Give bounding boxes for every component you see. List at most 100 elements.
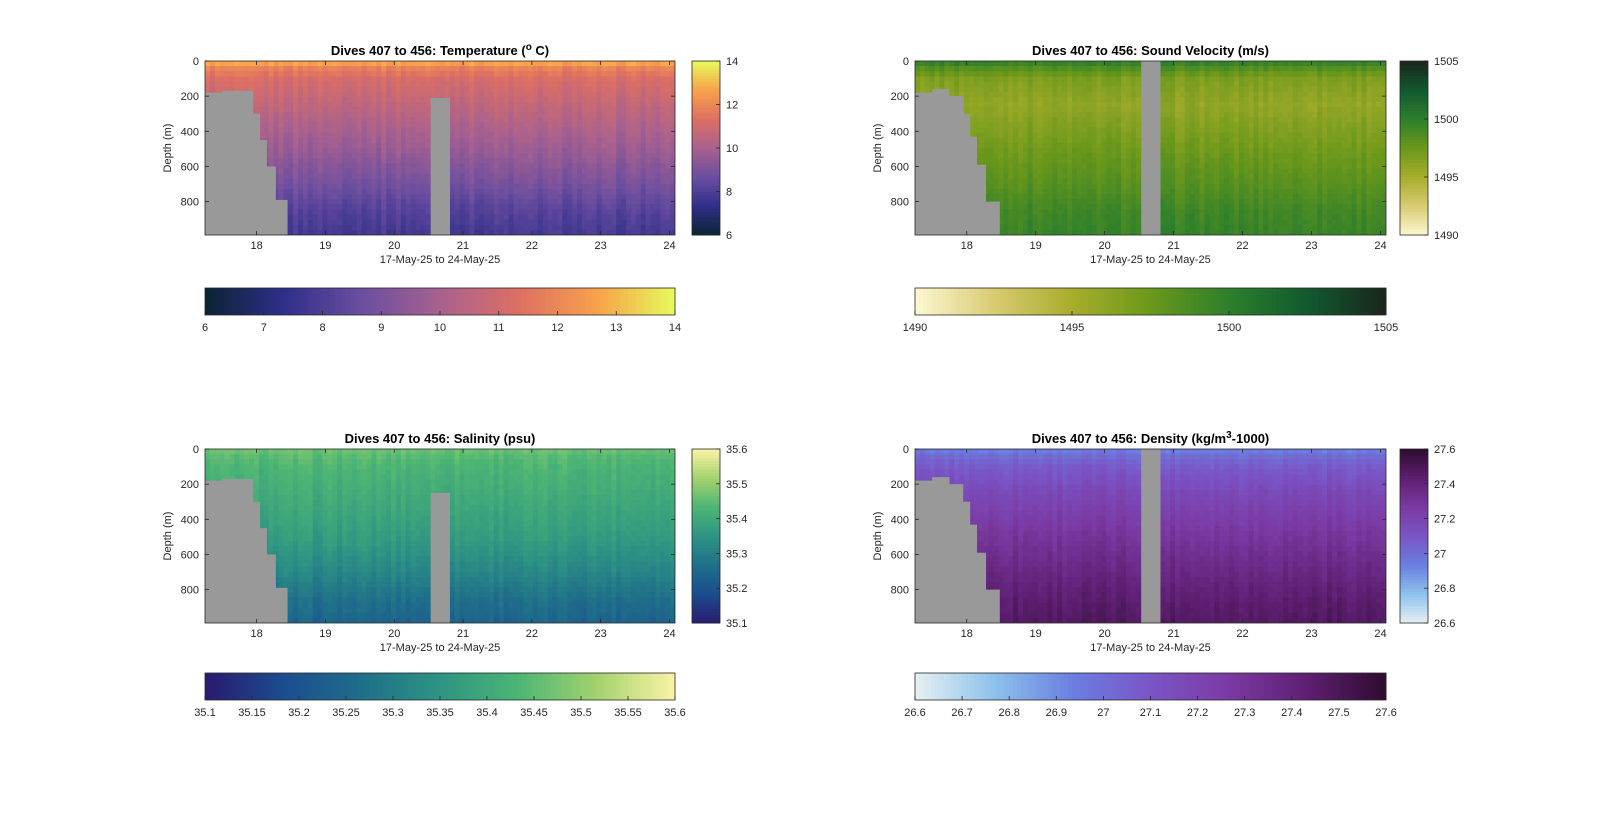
heatmap-cell: [386, 117, 392, 124]
heatmap-cell: [288, 158, 294, 164]
heatmap-cell: [660, 112, 666, 118]
heatmap-cell: [660, 178, 666, 185]
heatmap-cell: [425, 91, 431, 98]
heatmap-cell: [1111, 127, 1117, 134]
heatmap-cell: [670, 204, 675, 211]
heatmap-cell: [469, 86, 475, 93]
heatmap-cell: [993, 81, 1000, 88]
colorbar-swatch: [692, 63, 720, 68]
heatmap-cell: [351, 219, 358, 226]
heatmap-cell: [1101, 188, 1107, 195]
heatmap-cell: [1067, 137, 1073, 144]
heatmap-cell: [376, 71, 382, 77]
heatmap-cell: [968, 127, 975, 134]
heatmap-cell: [557, 112, 563, 118]
heatmap-cell: [567, 224, 573, 231]
heatmap-cell: [1101, 91, 1107, 98]
heatmap-cell: [346, 163, 353, 170]
heatmap-cell: [1067, 214, 1073, 221]
heatmap-cell: [312, 91, 319, 98]
colorbar-swatch: [447, 288, 453, 315]
heatmap-cell: [562, 153, 568, 159]
heatmap-cell: [298, 142, 304, 149]
heatmap-cell: [268, 96, 275, 103]
heatmap-cell: [293, 66, 299, 72]
heatmap-cell: [508, 194, 515, 200]
heatmap-cell: [454, 209, 461, 216]
heatmap-cell: [1057, 132, 1063, 139]
heatmap-cell: [630, 81, 637, 88]
heatmap-cell: [998, 199, 1004, 205]
heatmap-cell: [337, 214, 343, 221]
heatmap-cell: [929, 81, 936, 88]
heatmap-cell: [533, 158, 539, 164]
heatmap-cell: [1091, 101, 1098, 108]
heatmap-cell: [488, 204, 495, 211]
heatmap-cell: [474, 122, 480, 129]
heatmap-cell: [488, 224, 495, 231]
heatmap-cell: [621, 219, 627, 226]
heatmap-cell: [1032, 148, 1039, 154]
heatmap-cell: [670, 224, 675, 231]
heatmap-cell: [973, 112, 980, 118]
heatmap-cell: [307, 209, 314, 216]
heatmap-cell: [523, 91, 529, 98]
heatmap-cell: [332, 66, 338, 72]
heatmap-cell: [322, 71, 328, 77]
heatmap-cell: [464, 76, 470, 83]
heatmap-cell: [513, 132, 519, 139]
heatmap-cell: [1027, 158, 1034, 164]
heatmap-cell: [283, 96, 289, 103]
heatmap-cell: [484, 127, 490, 134]
heatmap-cell: [464, 61, 470, 67]
heatmap-cell: [381, 71, 387, 77]
heatmap-cell: [288, 66, 294, 72]
heatmap-cell: [993, 112, 1000, 118]
heatmap-cell: [327, 81, 333, 88]
heatmap-cell: [258, 127, 265, 134]
heatmap-cell: [577, 183, 583, 190]
heatmap-cell: [533, 148, 539, 154]
heatmap-cell: [346, 194, 353, 200]
heatmap-cell: [1022, 173, 1029, 180]
heatmap-cell: [263, 132, 270, 139]
colorbar-swatch: [283, 288, 288, 315]
heatmap-cell: [400, 137, 407, 144]
heatmap-cell: [312, 188, 319, 195]
heatmap-cell: [596, 224, 603, 231]
heatmap-cell: [983, 61, 990, 67]
heatmap-cell: [493, 199, 500, 205]
heatmap-cell: [342, 66, 348, 72]
heatmap-cell: [1086, 178, 1093, 185]
heatmap-cell: [342, 96, 348, 103]
heatmap-cell: [572, 168, 578, 175]
heatmap-cell: [1062, 209, 1068, 216]
heatmap-cell: [547, 137, 554, 144]
heatmap-cell: [655, 101, 661, 108]
no-data-mask-left: [205, 90, 288, 235]
heatmap-cell: [1013, 163, 1019, 170]
heatmap-cell: [964, 76, 970, 83]
heatmap-cell: [400, 168, 407, 175]
axes-box: [204, 60, 676, 236]
heatmap-cell: [1101, 71, 1107, 77]
heatmap-cell: [1111, 204, 1117, 211]
heatmap-cell: [959, 61, 965, 67]
heatmap-cell: [606, 178, 612, 185]
heatmap-cell: [288, 96, 294, 103]
heatmap-cell: [1018, 148, 1024, 154]
heatmap-cell: [518, 117, 524, 124]
heatmap-cell: [650, 142, 657, 149]
heatmap-cell: [444, 61, 451, 67]
heatmap-cell: [1091, 96, 1098, 103]
heatmap-cell: [518, 229, 524, 235]
heatmap-cell: [915, 61, 921, 67]
colorbar-tick-label: 11: [493, 322, 504, 334]
heatmap-cell: [1121, 188, 1127, 195]
heatmap-cell: [1072, 101, 1078, 108]
heatmap-cell: [586, 173, 593, 180]
heatmap-cell: [400, 219, 407, 226]
heatmap-cell: [356, 142, 363, 149]
heatmap-cell: [449, 122, 456, 129]
heatmap-cell: [1042, 199, 1049, 205]
